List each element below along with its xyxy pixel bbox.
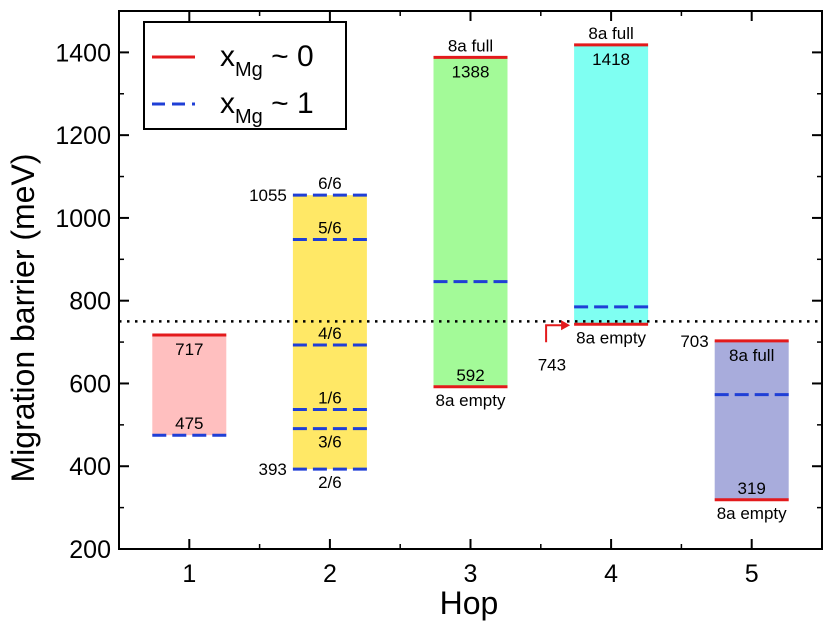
annotation-10: 8a full (448, 36, 493, 55)
x-axis-title: Hop (440, 585, 499, 621)
annotation-0: 717 (175, 340, 203, 359)
annotation-12: 592 (456, 366, 484, 385)
annotation-18: 703 (680, 332, 708, 351)
range-bar-hop-1 (152, 335, 227, 436)
annotation-20: 319 (738, 479, 766, 498)
annotation-arrow-shaft (545, 324, 565, 343)
barrier-lines (152, 43, 789, 502)
legend-label-1: xMg ~ 1 (220, 87, 314, 128)
annotations: 717 475 1055 393 6/6 5/6 4/6 1/6 3/6 2/6 8a full 13… (175, 24, 787, 523)
annotation-6: 4/6 (318, 324, 342, 343)
annotation-16: 8a empty (576, 328, 646, 347)
axes: 200 400 600 800 1000 1200 1400 1 2 3 4 5 (55, 10, 823, 588)
annotation-8: 3/6 (318, 433, 342, 452)
y-tick-label-1400: 1400 (55, 39, 111, 67)
annotation-17: 743 (538, 355, 566, 374)
range-bar-hop-5 (714, 340, 789, 500)
range-bar-hop-3 (433, 57, 508, 387)
legend-label-0: xMg ~ 0 (220, 40, 314, 81)
annotation-11: 1388 (452, 62, 490, 81)
x-tick-label-1: 1 (182, 560, 196, 588)
annotation-4: 6/6 (318, 174, 342, 193)
annotation-15: 1418 (592, 50, 630, 69)
legend: xMg ~ 0 xMg ~ 1 (143, 21, 347, 130)
y-tick-label-400: 400 (69, 453, 111, 481)
range-bar-hop-4 (574, 44, 649, 325)
annotation-arrow-head (561, 320, 571, 331)
y-tick-label-800: 800 (69, 288, 111, 316)
annotation-1: 475 (175, 414, 203, 433)
y-tick-label-600: 600 (69, 370, 111, 398)
legend-box (143, 21, 347, 130)
annotation-5: 5/6 (318, 218, 342, 237)
annotation-14: 8a full (588, 24, 633, 43)
y-axis-title: Migration barrier (meV) (5, 154, 41, 483)
x-tick-label-5: 5 (745, 560, 759, 588)
annotation-9: 2/6 (318, 473, 342, 492)
y-tick-label-200: 200 (69, 536, 111, 564)
x-tick-label-2: 2 (323, 560, 337, 588)
annotation-3: 393 (259, 460, 287, 479)
y-tick-label-1000: 1000 (55, 205, 111, 233)
annotation-2: 1055 (249, 186, 287, 205)
annotation-21: 8a empty (717, 504, 787, 523)
annotation-7: 1/6 (318, 389, 342, 408)
annotation-19: 8a full (729, 346, 774, 365)
annotation-13: 8a empty (436, 391, 506, 410)
y-tick-label-1200: 1200 (55, 122, 111, 150)
x-tick-label-4: 4 (604, 560, 618, 588)
x-tick-label-3: 3 (464, 560, 478, 588)
